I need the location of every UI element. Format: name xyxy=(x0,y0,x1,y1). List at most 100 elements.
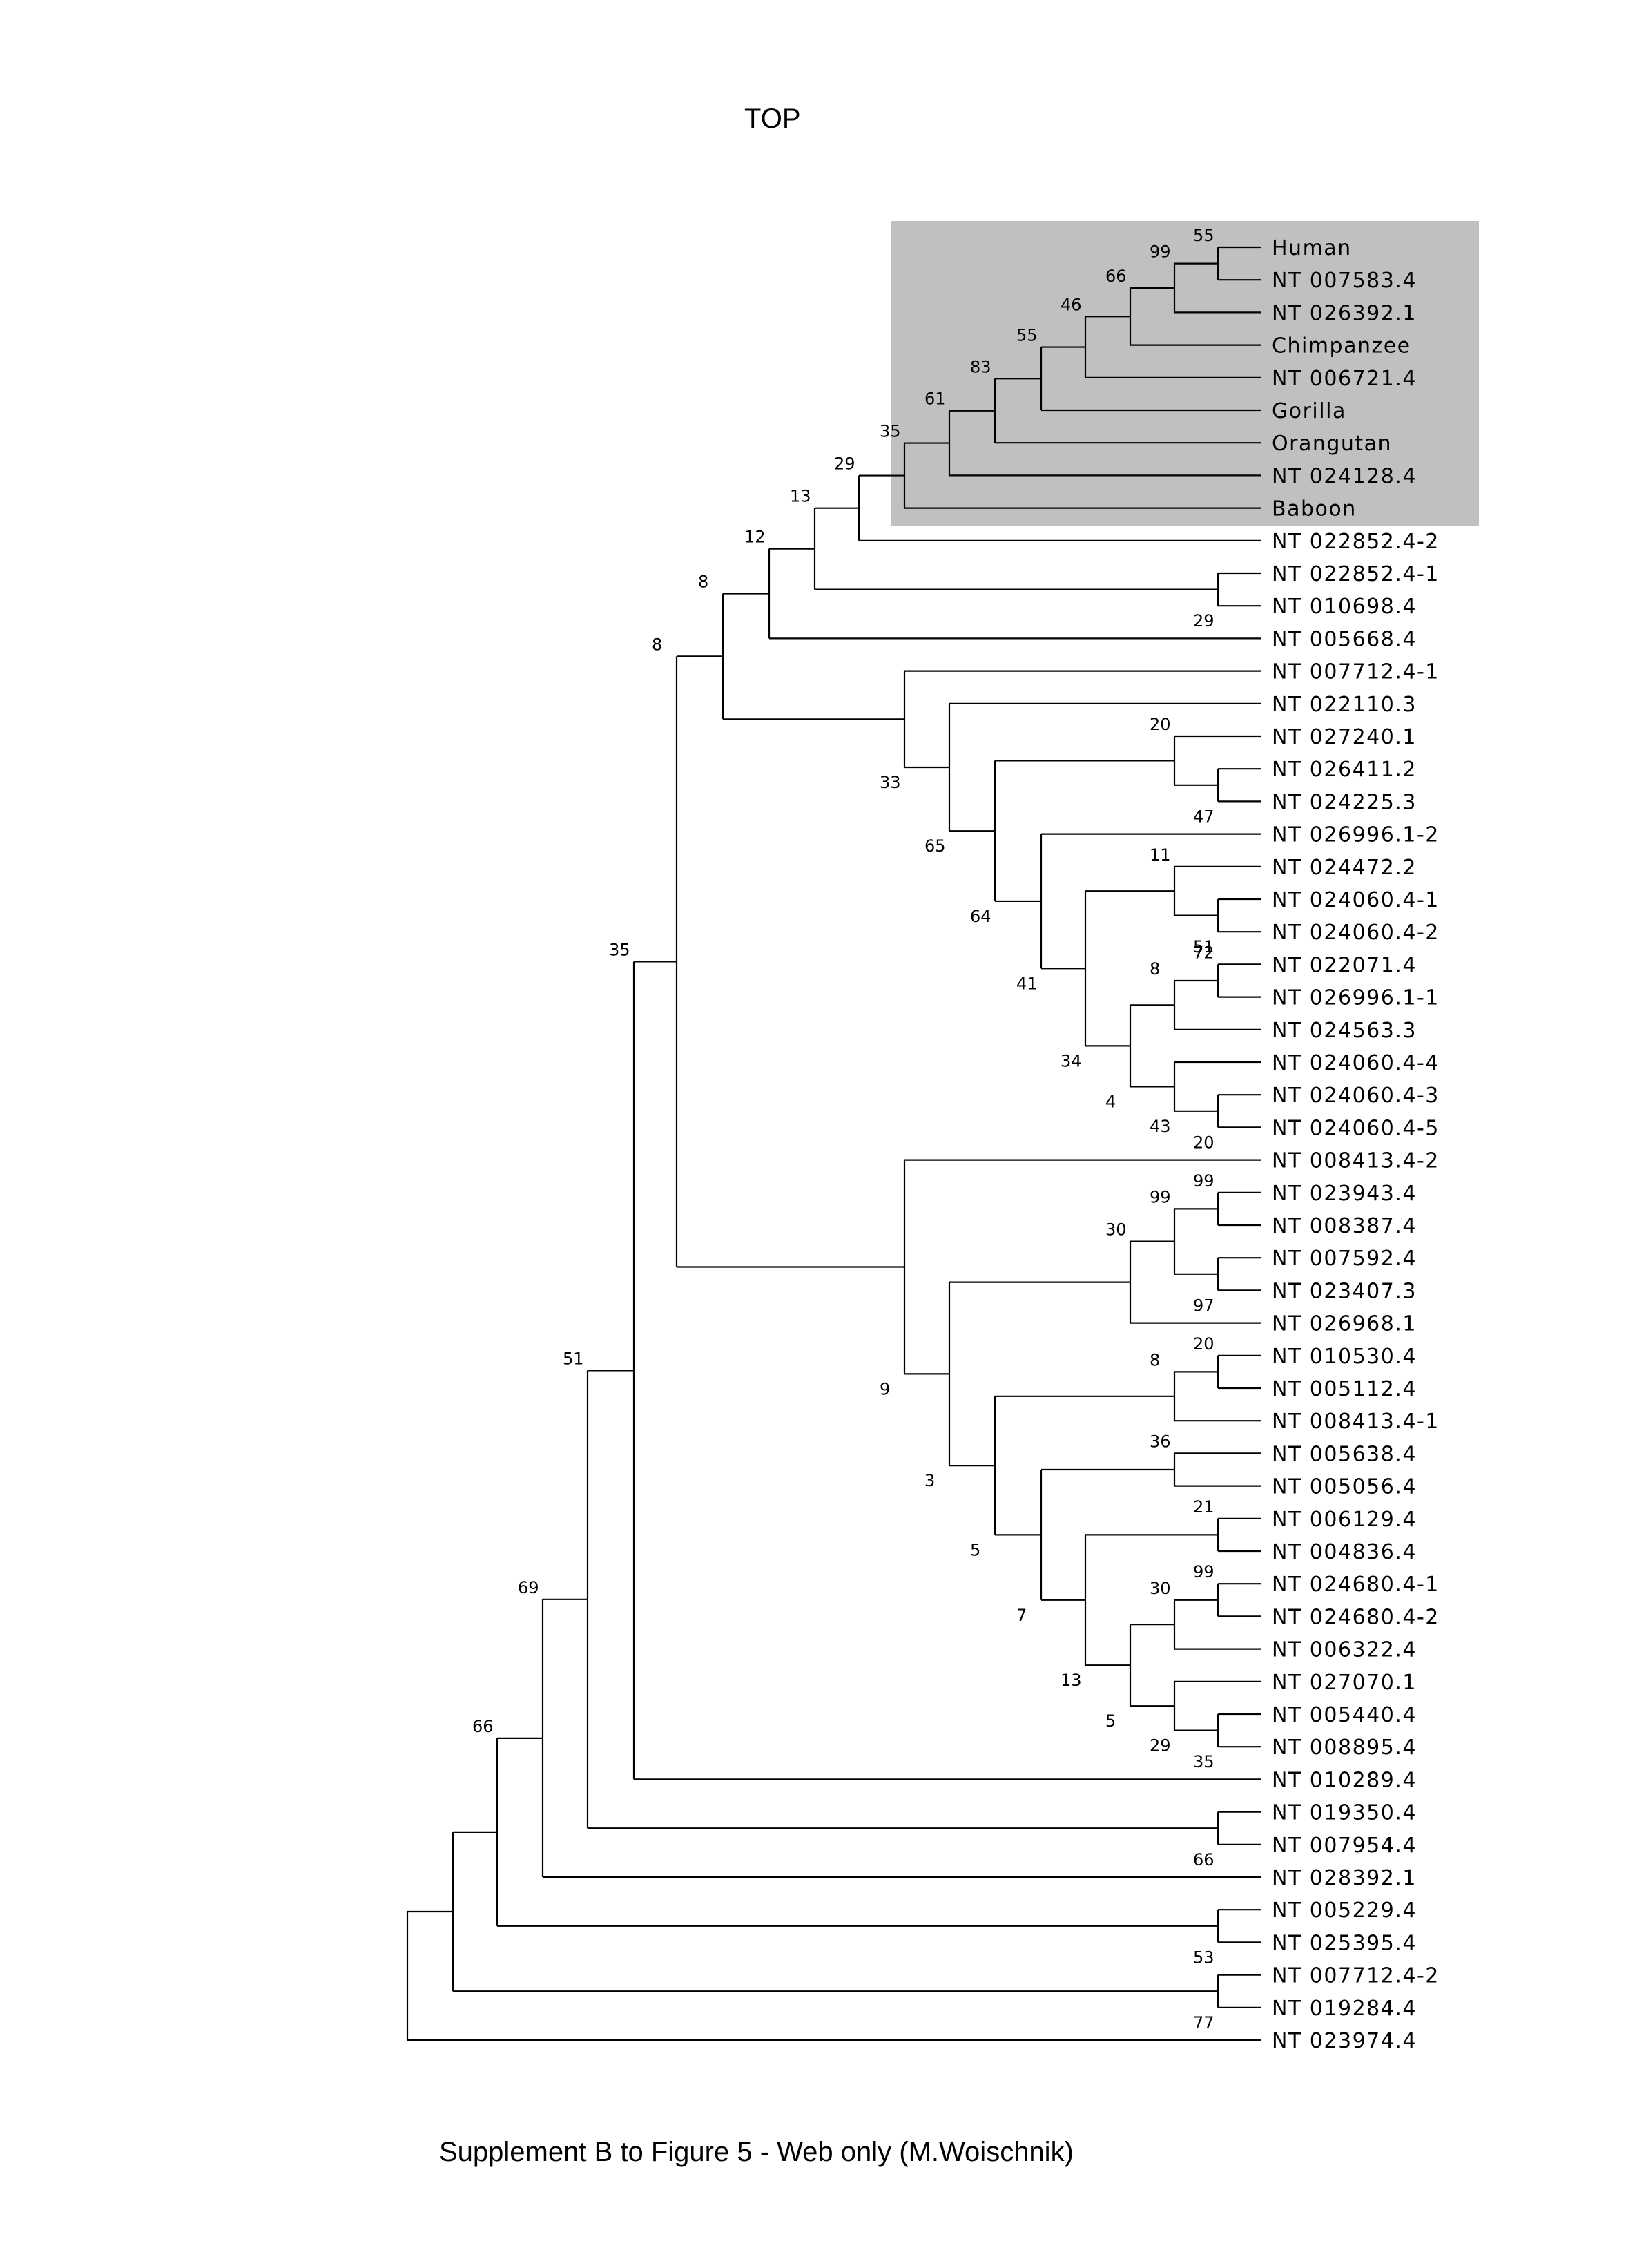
bootstrap-value: 99 xyxy=(1150,242,1171,262)
bootstrap-value: 97 xyxy=(1193,1296,1214,1315)
leaf-label: NT 028392.1 xyxy=(1272,1866,1417,1890)
bootstrap-value: 35 xyxy=(1193,1752,1214,1771)
leaf-label: NT 024680.4-2 xyxy=(1272,1605,1440,1629)
bootstrap-value: 64 xyxy=(970,907,991,926)
leaf-label: NT 008387.4 xyxy=(1272,1214,1417,1238)
bootstrap-value: 66 xyxy=(472,1717,494,1736)
leaf-label: NT 023407.3 xyxy=(1272,1279,1417,1303)
leaf-label: NT 027070.1 xyxy=(1272,1671,1417,1695)
bootstrap-value: 55 xyxy=(1193,226,1214,245)
bootstrap-value: 29 xyxy=(1193,611,1214,631)
bootstrap-value: 83 xyxy=(970,357,991,376)
bootstrap-value: 46 xyxy=(1061,295,1082,314)
leaf-label: Chimpanzee xyxy=(1272,334,1411,358)
leaf-label: Baboon xyxy=(1272,497,1357,521)
bootstrap-value: 77 xyxy=(1193,2013,1214,2032)
leaf-label: NT 024472.2 xyxy=(1272,856,1417,880)
bootstrap-value: 47 xyxy=(1193,807,1214,826)
figure-caption: Supplement B to Figure 5 - Web only (M.W… xyxy=(439,2137,1074,2167)
leaf-label: NT 008895.4 xyxy=(1272,1736,1417,1760)
bootstrap-value: 72 xyxy=(1193,943,1214,962)
tree-branches xyxy=(406,246,1261,2041)
leaf-label: NT 024060.4-1 xyxy=(1272,888,1440,912)
bootstrap-value: 9 xyxy=(880,1379,890,1399)
leaf-label: NT 026996.1-1 xyxy=(1272,986,1440,1010)
leaf-label: NT 027240.1 xyxy=(1272,725,1417,749)
bootstrap-value: 99 xyxy=(1193,1562,1214,1582)
bootstrap-value: 53 xyxy=(1193,1948,1214,1967)
leaf-label: NT 006721.4 xyxy=(1272,367,1417,391)
leaf-label: NT 024060.4-3 xyxy=(1272,1084,1440,1108)
leaf-label: NT 005638.4 xyxy=(1272,1442,1417,1466)
bootstrap-value: 34 xyxy=(1061,1051,1082,1070)
leaf-label: NT 026392.1 xyxy=(1272,301,1417,325)
leaf-label: NT 023974.4 xyxy=(1272,2029,1417,2053)
bootstrap-value: 66 xyxy=(1193,1850,1214,1870)
leaf-label: NT 022852.4-2 xyxy=(1272,530,1440,554)
leaf-label: NT 019284.4 xyxy=(1272,1997,1417,2021)
leaf-label: NT 022110.3 xyxy=(1272,693,1417,717)
leaf-label: NT 007954.4 xyxy=(1272,1834,1417,1858)
leaf-label: NT 005112.4 xyxy=(1272,1377,1417,1401)
leaf-label: NT 024563.3 xyxy=(1272,1019,1417,1043)
bootstrap-value: 30 xyxy=(1105,1220,1127,1240)
leaf-label: NT 024128.4 xyxy=(1272,464,1417,488)
leaf-label: NT 005668.4 xyxy=(1272,627,1417,651)
leaf-label: NT 008413.4-2 xyxy=(1272,1149,1440,1173)
leaf-label: NT 004836.4 xyxy=(1272,1540,1417,1564)
leaf-label: NT 007583.4 xyxy=(1272,269,1417,293)
bootstrap-value: 29 xyxy=(1150,1736,1171,1756)
leaf-label: NT 022071.4 xyxy=(1272,953,1417,977)
leaf-label: NT 024060.4-4 xyxy=(1272,1051,1440,1075)
bootstrap-value: 29 xyxy=(834,454,855,474)
leaf-label: NT 022852.4-1 xyxy=(1272,562,1440,586)
bootstrap-value: 43 xyxy=(1150,1117,1171,1136)
bootstrap-value: 21 xyxy=(1193,1497,1214,1517)
leaf-label: NT 006322.4 xyxy=(1272,1638,1417,1662)
bootstrap-value: 99 xyxy=(1150,1187,1171,1207)
bootstrap-value: 51 xyxy=(563,1349,584,1368)
leaf-label: NT 026996.1-2 xyxy=(1272,823,1440,847)
leaf-label: NT 010530.4 xyxy=(1272,1345,1417,1369)
bootstrap-values: 5599664655836135292913124720511172820434… xyxy=(472,226,1214,2032)
bootstrap-value: 8 xyxy=(652,635,662,654)
leaf-label: Gorilla xyxy=(1272,399,1346,423)
leaf-label: NT 005440.4 xyxy=(1272,1703,1417,1727)
bootstrap-value: 13 xyxy=(790,487,811,506)
bootstrap-value: 51 xyxy=(1193,937,1214,957)
bootstrap-value: 35 xyxy=(880,422,901,441)
bootstrap-value: 7 xyxy=(1016,1606,1027,1625)
bootstrap-value: 20 xyxy=(1193,1334,1214,1354)
bootstrap-value: 41 xyxy=(1016,974,1038,993)
bootstrap-value: 36 xyxy=(1150,1432,1171,1451)
bootstrap-value: 4 xyxy=(1105,1092,1116,1111)
leaf-label: NT 026968.1 xyxy=(1272,1312,1417,1336)
bootstrap-value: 5 xyxy=(970,1540,980,1559)
leaf-label: Human xyxy=(1272,236,1352,260)
bootstrap-value: 12 xyxy=(744,528,766,547)
leaf-label: NT 005056.4 xyxy=(1272,1475,1417,1499)
bootstrap-value: 8 xyxy=(1150,959,1160,979)
leaf-label: NT 025395.4 xyxy=(1272,1931,1417,1955)
leaf-label: NT 024680.4-1 xyxy=(1272,1573,1440,1597)
leaf-label: NT 024225.3 xyxy=(1272,790,1417,814)
leaf-label: NT 019350.4 xyxy=(1272,1801,1417,1825)
leaf-label: NT 010289.4 xyxy=(1272,1768,1417,1792)
leaf-label: NT 026411.2 xyxy=(1272,758,1417,782)
bootstrap-value: 99 xyxy=(1193,1171,1214,1191)
leaf-label: NT 007712.4-1 xyxy=(1272,660,1440,684)
bootstrap-value: 8 xyxy=(698,573,708,592)
leaf-label: NT 007712.4-2 xyxy=(1272,1964,1440,1988)
leaf-label: NT 010698.4 xyxy=(1272,595,1417,619)
leaf-label: NT 024060.4-2 xyxy=(1272,921,1440,945)
bootstrap-value: 69 xyxy=(518,1578,539,1597)
bootstrap-value: 30 xyxy=(1150,1579,1171,1598)
bootstrap-value: 20 xyxy=(1193,1133,1214,1152)
leaf-label: NT 008413.4-1 xyxy=(1272,1410,1440,1434)
leaf-label: NT 005229.4 xyxy=(1272,1899,1417,1923)
bootstrap-value: 11 xyxy=(1150,845,1171,865)
leaf-label: NT 023943.4 xyxy=(1272,1182,1417,1206)
bootstrap-value: 35 xyxy=(609,940,630,959)
leaf-label: NT 006129.4 xyxy=(1272,1508,1417,1532)
